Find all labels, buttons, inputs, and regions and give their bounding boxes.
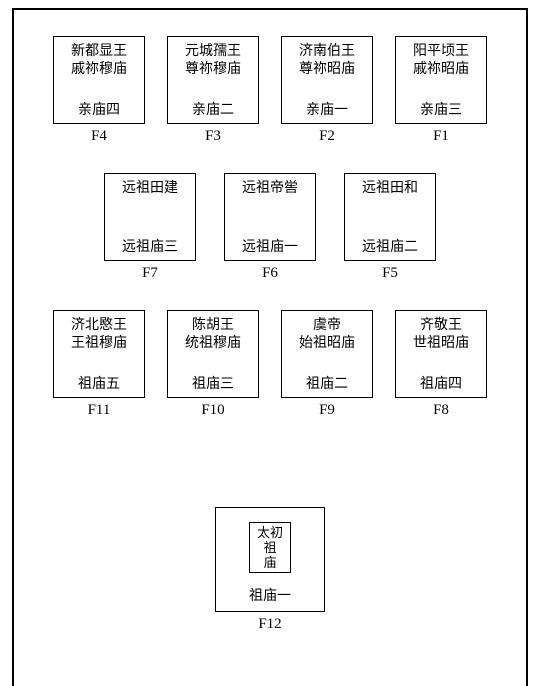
line1: 远祖田建 xyxy=(109,180,191,198)
temple-subtitle: 远祖庙一 xyxy=(229,236,311,256)
line1: 虞帝 xyxy=(286,317,368,335)
temple-box: 济南伯王 尊祢昭庙 亲庙一 xyxy=(281,36,373,124)
temple-box: 远祖田和 远祖庙二 xyxy=(344,173,436,261)
temple-subtitle: 亲庙三 xyxy=(400,99,482,119)
line2: 尊祢穆庙 xyxy=(172,61,254,79)
line1: 齐敬王 xyxy=(400,317,482,335)
temple-title: 济南伯王 尊祢昭庙 xyxy=(286,43,368,79)
temple-title: 阳平顷王 戚祢昭庙 xyxy=(400,43,482,79)
temple-title: 远祖田和 xyxy=(349,180,431,198)
temple-box: 齐敬王 世祖昭庙 祖庙四 xyxy=(395,310,487,398)
line1: 济北愍王 xyxy=(58,317,140,335)
f-label: F4 xyxy=(91,128,107,145)
temple-box: 阳平顷王 戚祢昭庙 亲庙三 xyxy=(395,36,487,124)
temple-title: 济北愍王 王祖穆庙 xyxy=(58,317,140,353)
temple-box: 陈胡王 统祖穆庙 祖庙三 xyxy=(167,310,259,398)
line2: 戚祢昭庙 xyxy=(400,61,482,79)
temple-title: 远祖帝喾 xyxy=(229,180,311,198)
f-label: F12 xyxy=(258,616,281,633)
line1: 元城孺王 xyxy=(172,43,254,61)
temple-title: 陈胡王 统祖穆庙 xyxy=(172,317,254,353)
temple-box: 济北愍王 王祖穆庙 祖庙五 xyxy=(53,310,145,398)
line2: 王祖穆庙 xyxy=(58,335,140,353)
temple-box-main: 太初 祖 庙 祖庙一 xyxy=(215,507,325,612)
temple-f3: 元城孺王 尊祢穆庙 亲庙二 F3 xyxy=(167,36,259,145)
line1: 远祖帝喾 xyxy=(229,180,311,198)
temple-f6: 远祖帝喾 远祖庙一 F6 xyxy=(224,173,316,282)
temple-subtitle: 祖庙四 xyxy=(400,373,482,393)
temple-box: 远祖帝喾 远祖庙一 xyxy=(224,173,316,261)
row-3: 济北愍王 王祖穆庙 祖庙五 F11 陈胡王 统祖穆庙 祖庙三 F10 虞帝 xyxy=(30,310,510,419)
temple-f11: 济北愍王 王祖穆庙 祖庙五 F11 xyxy=(53,310,145,419)
line2: 世祖昭庙 xyxy=(400,335,482,353)
f-label: F3 xyxy=(205,128,221,145)
temple-f4: 新都显王 戚祢穆庙 亲庙四 F4 xyxy=(53,36,145,145)
line1: 阳平顷王 xyxy=(400,43,482,61)
temple-subtitle: 祖庙五 xyxy=(58,373,140,393)
f-label: F7 xyxy=(142,265,158,282)
temple-title: 新都显王 戚祢穆庙 xyxy=(58,43,140,79)
temple-subtitle: 远祖庙三 xyxy=(109,236,191,256)
f-label: F8 xyxy=(433,402,449,419)
line2: 统祖穆庙 xyxy=(172,335,254,353)
temple-subtitle: 亲庙二 xyxy=(172,99,254,119)
temple-box: 新都显王 戚祢穆庙 亲庙四 xyxy=(53,36,145,124)
line1: 济南伯王 xyxy=(286,43,368,61)
f-label: F10 xyxy=(201,402,224,419)
temple-f12: 太初 祖 庙 祖庙一 F12 xyxy=(215,507,325,633)
diagram-container: 新都显王 戚祢穆庙 亲庙四 F4 元城孺王 尊祢穆庙 亲庙二 F3 济南伯王 xyxy=(12,8,528,686)
temple-f8: 齐敬王 世祖昭庙 祖庙四 F8 xyxy=(395,310,487,419)
temple-f5: 远祖田和 远祖庙二 F5 xyxy=(344,173,436,282)
inner-line: 祖 xyxy=(254,540,286,555)
temple-title: 齐敬王 世祖昭庙 xyxy=(400,317,482,353)
line1: 陈胡王 xyxy=(172,317,254,335)
temple-subtitle: 亲庙四 xyxy=(58,99,140,119)
line2: 戚祢穆庙 xyxy=(58,61,140,79)
temple-title: 虞帝 始祖昭庙 xyxy=(286,317,368,353)
line2: 尊祢昭庙 xyxy=(286,61,368,79)
f-label: F6 xyxy=(262,265,278,282)
temple-subtitle: 祖庙二 xyxy=(286,373,368,393)
temple-subtitle: 祖庙一 xyxy=(249,585,291,605)
row-4: 太初 祖 庙 祖庙一 F12 xyxy=(30,507,510,633)
temple-title: 元城孺王 尊祢穆庙 xyxy=(172,43,254,79)
temple-subtitle: 祖庙三 xyxy=(172,373,254,393)
temple-box: 远祖田建 远祖庙三 xyxy=(104,173,196,261)
temple-box: 元城孺王 尊祢穆庙 亲庙二 xyxy=(167,36,259,124)
line2: 始祖昭庙 xyxy=(286,335,368,353)
row-1: 新都显王 戚祢穆庙 亲庙四 F4 元城孺王 尊祢穆庙 亲庙二 F3 济南伯王 xyxy=(30,36,510,145)
f-label: F9 xyxy=(319,402,335,419)
temple-f2: 济南伯王 尊祢昭庙 亲庙一 F2 xyxy=(281,36,373,145)
f-label: F5 xyxy=(382,265,398,282)
line1: 远祖田和 xyxy=(349,180,431,198)
temple-inner-box: 太初 祖 庙 xyxy=(249,522,291,573)
temple-box: 虞帝 始祖昭庙 祖庙二 xyxy=(281,310,373,398)
temple-f7: 远祖田建 远祖庙三 F7 xyxy=(104,173,196,282)
f-label: F11 xyxy=(88,402,111,419)
temple-f10: 陈胡王 统祖穆庙 祖庙三 F10 xyxy=(167,310,259,419)
temple-subtitle: 远祖庙二 xyxy=(349,236,431,256)
temple-f1: 阳平顷王 戚祢昭庙 亲庙三 F1 xyxy=(395,36,487,145)
temple-f9: 虞帝 始祖昭庙 祖庙二 F9 xyxy=(281,310,373,419)
line1: 新都显王 xyxy=(58,43,140,61)
f-label: F1 xyxy=(433,128,449,145)
row-2: 远祖田建 远祖庙三 F7 远祖帝喾 远祖庙一 F6 远祖田和 远祖庙二 F5 xyxy=(30,173,510,282)
inner-line: 庙 xyxy=(254,555,286,570)
temple-title: 远祖田建 xyxy=(109,180,191,198)
temple-subtitle: 亲庙一 xyxy=(286,99,368,119)
inner-line: 太初 xyxy=(254,525,286,540)
f-label: F2 xyxy=(319,128,335,145)
